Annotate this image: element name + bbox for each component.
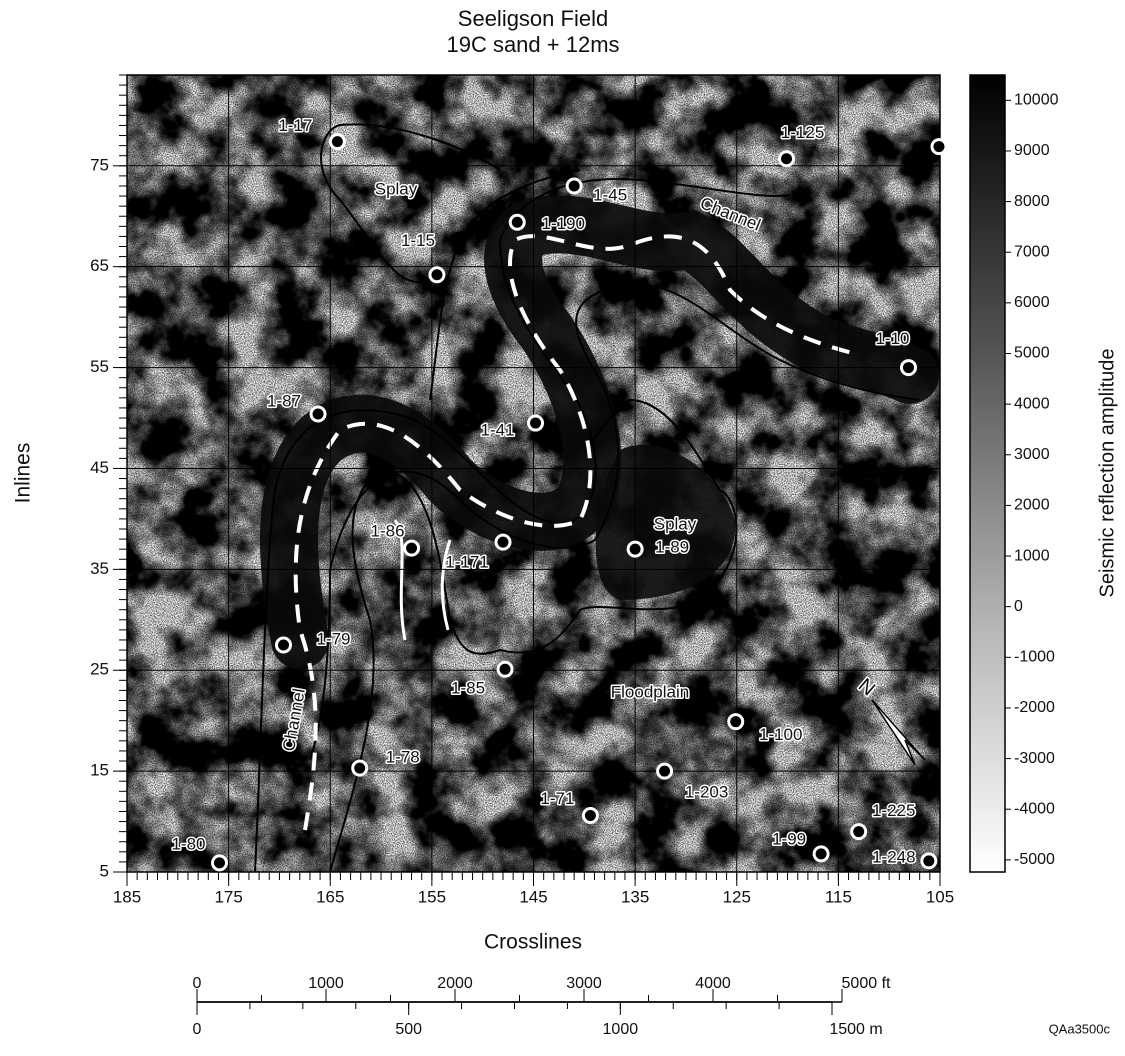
y-tick-label: 25 [90,660,109,679]
well [498,662,512,676]
well-label: 1-171 [445,553,488,572]
well [430,268,444,282]
figure-code: QAa3500c [1049,1021,1111,1036]
colorbar-tick-label: -1000 [1014,649,1055,666]
colorbar-tick-label: 3000 [1014,446,1050,463]
colorbar-tick-label: 6000 [1014,294,1050,311]
colorbar-title: Seismic reflection amplitude [1096,349,1118,598]
colorbar [970,75,1005,872]
annotation: Splay [375,179,418,198]
x-tick-label: 105 [926,887,954,906]
scale-bar-label: 0 [193,975,202,992]
well [311,407,325,421]
well [353,761,367,775]
scale-bar-label: 1000 [603,1021,639,1038]
well [330,135,344,149]
scale-bar-label: 5000 ft [842,975,891,992]
y-tick-label: 65 [90,256,109,275]
well-label: 1-41 [481,421,515,440]
colorbar-tick-label: 10000 [1014,92,1059,109]
well-label: 1-125 [781,123,824,142]
well [628,542,642,556]
well-label: 1-15 [401,231,435,250]
well [814,847,828,861]
well [922,854,936,868]
colorbar-tick-label: 8000 [1014,193,1050,210]
colorbar-tick-label: 4000 [1014,395,1050,412]
well [529,416,543,430]
colorbar-tick-label: 1000 [1014,547,1050,564]
x-tick-label: 115 [825,887,852,906]
x-tick-label: 155 [418,887,446,906]
well [583,809,597,823]
colorbar-tick-label: 5000 [1014,345,1050,362]
well-label: 1-71 [540,789,574,808]
well-label: 1-45 [593,185,627,204]
well-label: 1-78 [386,748,420,767]
scale-bar-label: 0 [193,1021,202,1038]
y-tick-label: 75 [90,155,109,174]
scale-bar-label: 500 [395,1021,422,1038]
well-label: 1-190 [541,214,584,233]
y-tick-label: 15 [90,761,109,780]
scale-bar-label: 2000 [437,975,473,992]
x-tick-label: 125 [723,887,751,906]
y-tick-label: 55 [90,357,109,376]
well-label: 1-99 [772,829,806,848]
y-axis-title: Inlines [12,443,35,504]
annotation: Splay [654,514,697,533]
well [405,541,419,555]
x-axis-title: Crosslines [484,931,582,954]
y-tick-label: 45 [90,458,109,477]
well [212,856,226,870]
x-tick-label: 165 [316,887,344,906]
colorbar-tick-label: 2000 [1014,497,1050,514]
well-label: 1-17 [278,116,312,135]
well-label: 1-225 [872,801,915,820]
well-label: 1-248 [872,847,915,866]
well-label: 1-79 [316,629,350,648]
colorbar-tick-label: 9000 [1014,142,1050,159]
well-label: 1-87 [267,391,301,410]
colorbar-tick-label: 0 [1014,598,1023,615]
well-label: 1-203 [685,783,728,802]
well-label: 1-86 [371,522,405,541]
scale-bar-label: 4000 [695,975,731,992]
well [780,152,794,166]
well [567,179,581,193]
title: Seeligson Field [458,6,608,31]
scale-bar-label: 1000 [308,975,344,992]
colorbar-tick-label: -5000 [1014,851,1055,868]
colorbar-tick-label: 7000 [1014,243,1050,260]
scale-bar-label: 1500 m [829,1021,882,1038]
well-label: 1-80 [171,834,205,853]
scale-bar-label: 3000 [566,975,602,992]
x-tick-label: 185 [113,887,141,906]
well [901,361,915,375]
well [932,140,946,154]
colorbar-tick-label: -3000 [1014,750,1055,767]
y-tick-label: 5 [100,861,109,880]
x-tick-label: 145 [519,887,547,906]
well [496,535,510,549]
x-tick-label: 175 [214,887,242,906]
well [277,638,291,652]
well [658,764,672,778]
well-label: 1-10 [875,329,909,348]
well [852,825,866,839]
well [510,215,524,229]
x-tick-label: 135 [621,887,649,906]
well-label: 1-85 [451,679,485,698]
colorbar-tick-label: -2000 [1014,699,1055,716]
y-tick-label: 35 [90,559,109,578]
well-label: 1-100 [759,725,802,744]
annotation: Floodplain [611,682,689,701]
well-label: 1-89 [655,538,689,557]
well [729,715,743,729]
figure: Seeligson Field 19C sand + 12ms 185 175 16… [0,0,1125,1051]
subtitle: 19C sand + 12ms [446,32,619,57]
colorbar-tick-label: -4000 [1014,800,1055,817]
